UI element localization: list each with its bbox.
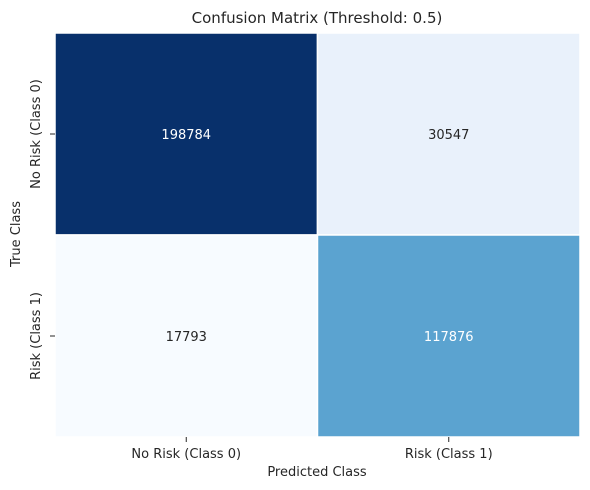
x-tick-label-1: Risk (Class 1) (405, 447, 493, 462)
cell-value-label-0-0: 198784 (161, 128, 211, 143)
heatmap-cell-0-1 (316, 32, 581, 236)
x-axis-title: Predicted Class (267, 465, 367, 480)
cell-value-label-1-1: 117876 (424, 330, 474, 345)
heatmap-cell-1-1 (316, 234, 581, 438)
y-axis-ticks: No Risk (Class 0) Risk (Class 1) (29, 79, 55, 380)
heatmap-cell-1-0 (54, 234, 319, 438)
y-axis-title: True Class (9, 201, 24, 268)
cell-value-label-1-0: 17793 (166, 330, 207, 345)
x-axis-ticks: No Risk (Class 0) Risk (Class 1) (131, 437, 493, 462)
y-tick-label-0: No Risk (Class 0) (29, 79, 44, 189)
y-tick-label-1: Risk (Class 1) (29, 292, 44, 380)
x-tick-label-0: No Risk (Class 0) (131, 447, 241, 462)
chart-title: Confusion Matrix (Threshold: 0.5) (192, 9, 443, 27)
heatmap-cell-0-0 (54, 32, 319, 236)
cell-value-label-0-1: 30547 (428, 128, 469, 143)
heatmap-cells: 198784 30547 17793 117876 (54, 32, 581, 438)
